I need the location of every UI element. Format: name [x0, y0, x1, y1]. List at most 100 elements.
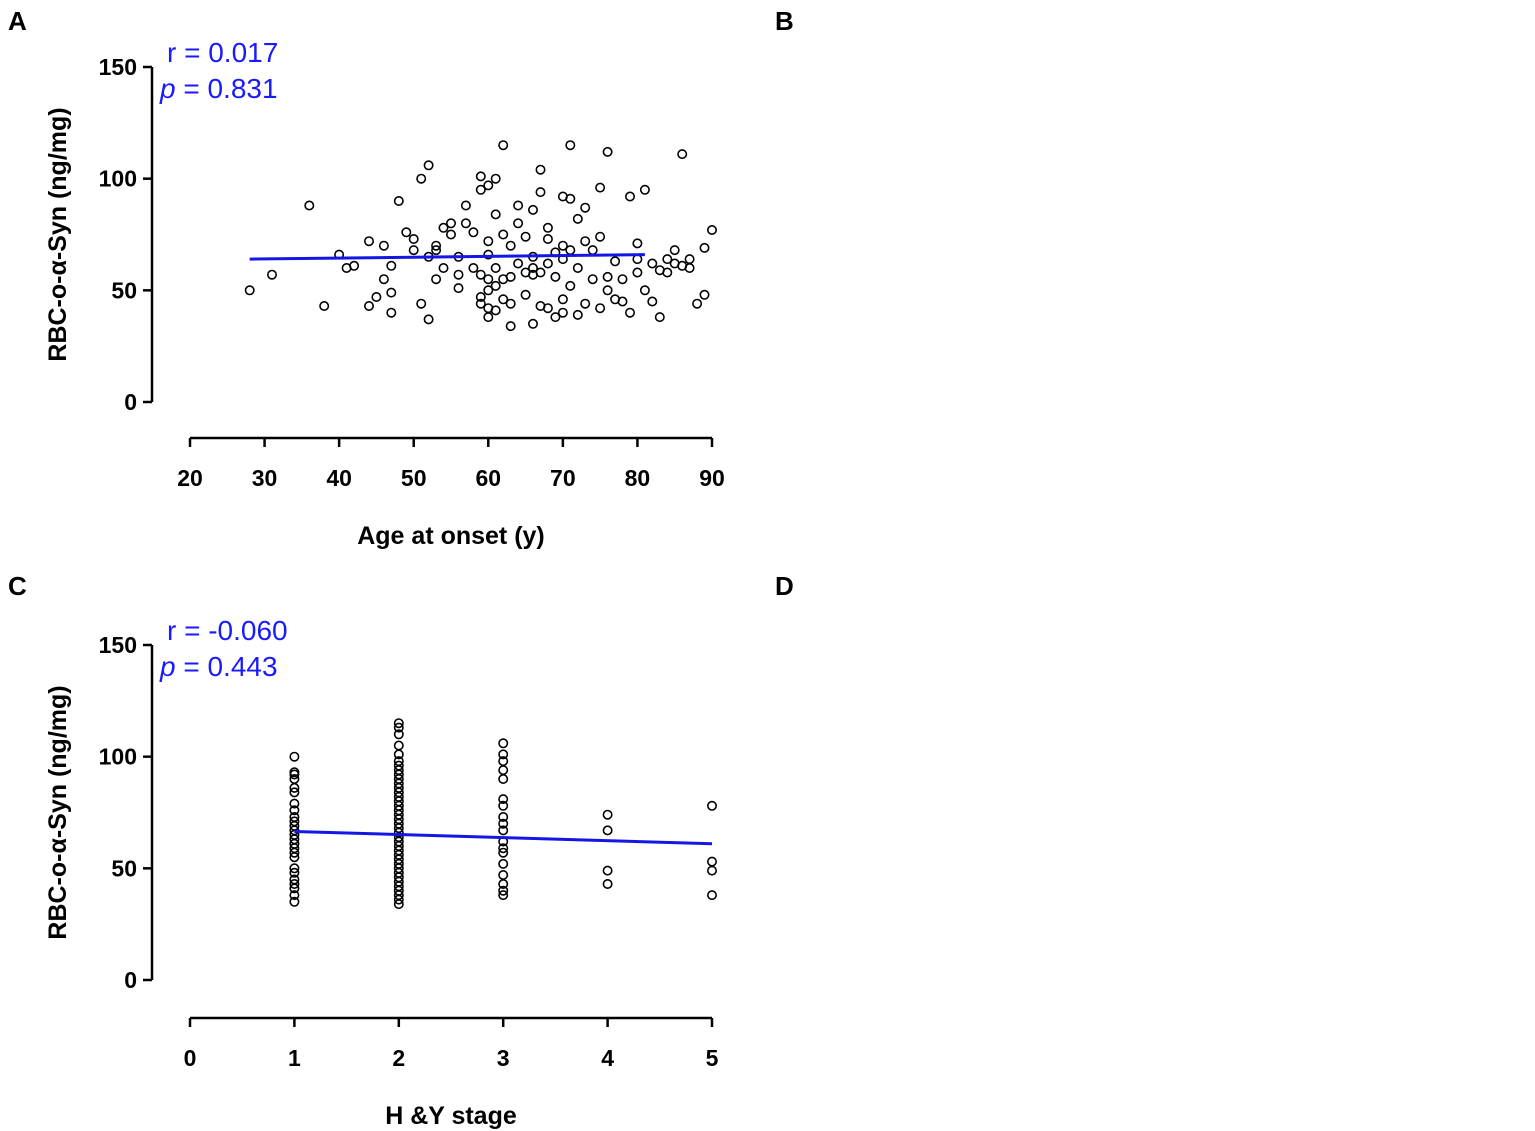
data-point [617, 296, 628, 307]
data-point [445, 218, 456, 229]
data-point [677, 149, 688, 160]
data-point [289, 890, 300, 901]
scatter-chart-d: D050100150020406080RBC-o-α-Syn (ng/mg)MD… [775, 571, 794, 601]
data-point [490, 209, 501, 220]
panel-a: A 0 50 100 150 20 30 40 50 60 70 80 90 RBC-o-α-Syn (n… [0, 0, 767, 565]
data-point [431, 274, 442, 285]
data-point [602, 285, 613, 296]
data-point [498, 890, 509, 901]
data-point [662, 267, 673, 278]
y-tick-label: 0 [124, 967, 137, 993]
x-tick-label: 40 [326, 465, 352, 491]
data-point [632, 267, 643, 278]
scatter-chart-a: A 0 50 100 150 20 30 40 50 60 70 80 90 RBC-o-α-Syn (n… [8, 6, 725, 550]
data-point [654, 312, 665, 323]
p-symbol: p [159, 73, 176, 104]
data-point [423, 314, 434, 325]
data-point [692, 298, 703, 309]
data-point [393, 722, 404, 733]
y-tick-label: 50 [111, 277, 137, 303]
data-point [468, 227, 479, 238]
data-point [513, 258, 524, 269]
correlation-p-value: p = 0.443 [159, 651, 278, 682]
data-point [498, 812, 509, 823]
data-point [602, 865, 613, 876]
data-point [520, 231, 531, 242]
panel-d: D050100150020406080RBC-o-α-Syn (ng/mg)MD… [767, 565, 1534, 1130]
x-tick-label: 20 [177, 465, 203, 491]
data-point [289, 896, 300, 907]
data-point [289, 867, 300, 878]
data-point [527, 262, 538, 273]
x-tick-label: 2 [392, 1045, 405, 1071]
data-point [542, 222, 553, 233]
x-tick-label: 90 [699, 465, 725, 491]
data-point [475, 184, 486, 195]
data-point [587, 274, 598, 285]
regression-line [249, 253, 645, 261]
data-point [401, 227, 412, 238]
data-point [386, 287, 397, 298]
data-point [498, 229, 509, 240]
data-point [602, 878, 613, 889]
data-point [498, 825, 509, 836]
data-point [378, 274, 389, 285]
data-point [550, 312, 561, 323]
data-point [498, 749, 509, 760]
data-point [595, 182, 606, 193]
data-point [423, 160, 434, 171]
x-tick-label: 0 [184, 1045, 197, 1071]
data-point [475, 269, 486, 280]
data-point [498, 756, 509, 767]
data-point [520, 289, 531, 300]
data-point [684, 254, 695, 265]
data-point [602, 809, 613, 820]
data-point [498, 765, 509, 776]
data-point [453, 283, 464, 294]
data-point [363, 300, 374, 311]
data-point [386, 260, 397, 271]
data-point [498, 774, 509, 785]
data-point [662, 254, 673, 265]
data-point [289, 874, 300, 885]
data-point [565, 140, 576, 151]
panel-letter-d: D [775, 571, 794, 601]
data-point [483, 285, 494, 296]
data-point [468, 262, 479, 273]
p-value-text: = 0.831 [176, 73, 278, 104]
panel-b: B0501001500510152025RBC-o-α-Syn (ng/mg)D… [767, 0, 1534, 565]
data-point [647, 258, 658, 269]
data-point [289, 816, 300, 827]
data-point [527, 318, 538, 329]
data-point [505, 271, 516, 282]
data-point [393, 729, 404, 740]
data-point [393, 756, 404, 767]
data-point [475, 298, 486, 309]
data-point [483, 249, 494, 260]
data-point [386, 307, 397, 318]
regression-line [294, 829, 713, 846]
data-point [304, 200, 315, 211]
x-tick-label: 50 [401, 465, 427, 491]
data-point [289, 774, 300, 785]
data-point [289, 767, 300, 778]
p-value-text: = 0.443 [176, 651, 278, 682]
data-point [408, 245, 419, 256]
correlation-r-value: r = -0.060 [167, 615, 288, 646]
data-point [431, 245, 442, 256]
data-point [535, 187, 546, 198]
y-tick-label: 50 [111, 855, 137, 881]
data-point [289, 787, 300, 798]
y-axis-title: RBC-o-α-Syn (ng/mg) [44, 685, 72, 939]
data-point [580, 298, 591, 309]
data-point [602, 146, 613, 157]
data-point [550, 271, 561, 282]
p-symbol: p [159, 651, 176, 682]
data-point [498, 843, 509, 854]
data-point [595, 303, 606, 314]
data-point [393, 196, 404, 207]
data-point [498, 140, 509, 151]
x-tick-label: 1 [288, 1045, 301, 1071]
data-point [684, 262, 695, 273]
data-point [572, 309, 583, 320]
